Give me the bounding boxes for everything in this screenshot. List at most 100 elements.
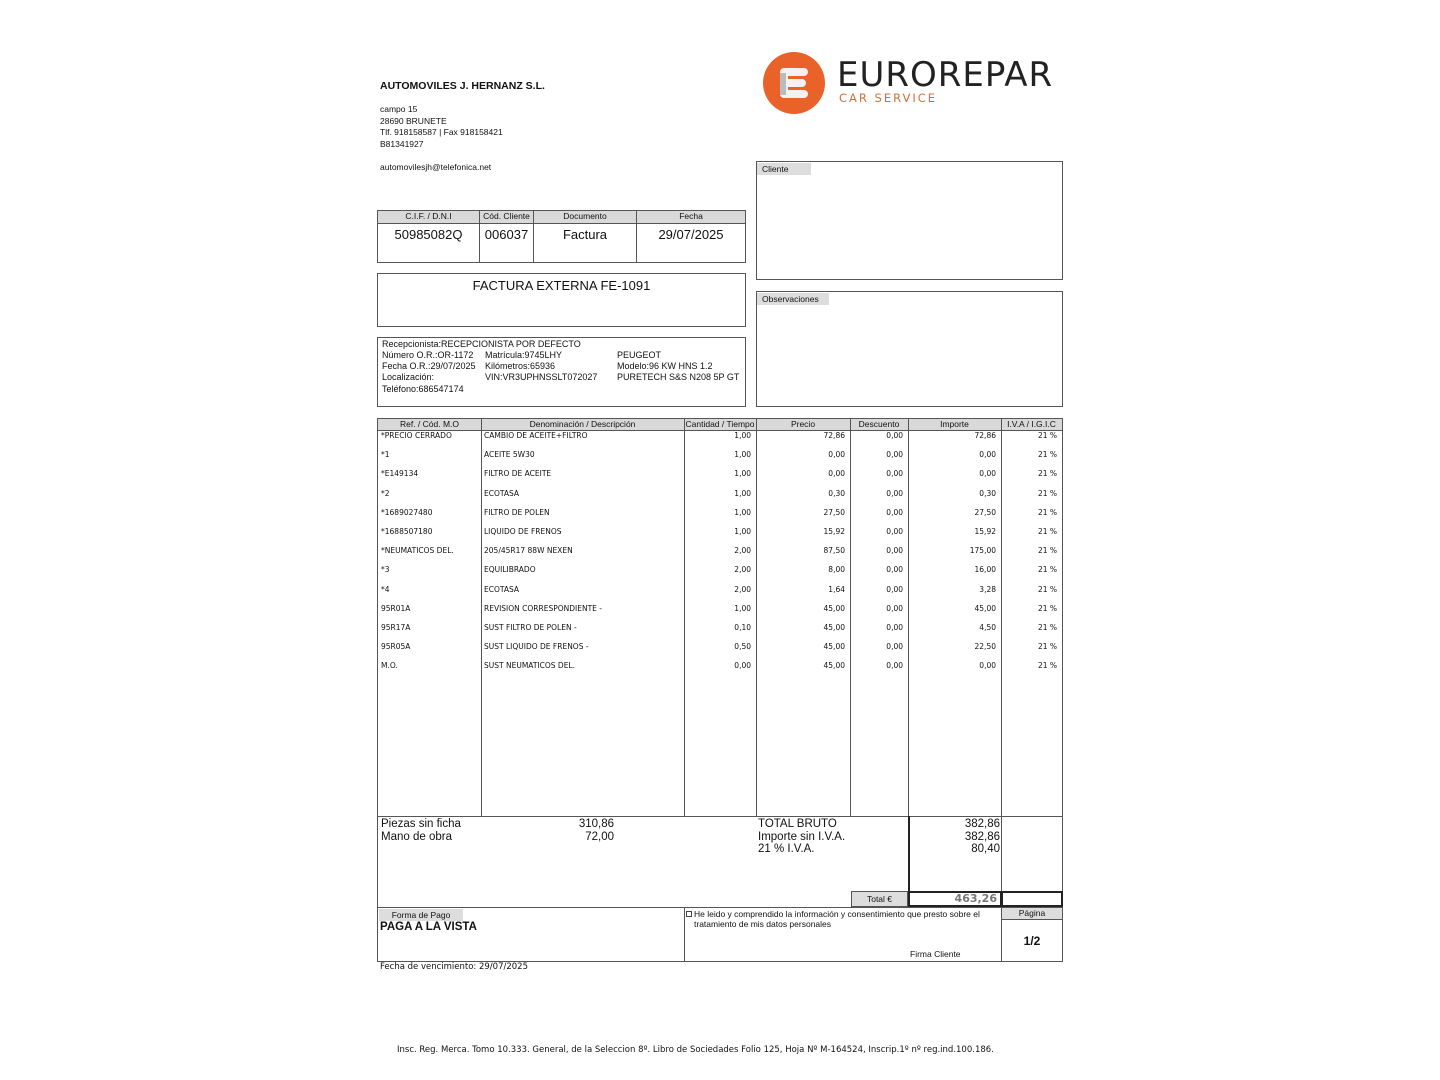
cell-amount: 0,00 [979, 450, 996, 460]
cell-discount: 0,00 [886, 450, 903, 460]
logo-brand: EUROREPAR [837, 55, 1054, 95]
cell-vat: 21 % [1037, 450, 1057, 460]
header-price: Precio [790, 419, 816, 429]
header-cod-cliente: Cód. Cliente [480, 211, 534, 223]
piezas-value: 310,86 [578, 818, 614, 830]
cell-quantity: 1,00 [734, 431, 751, 440]
cell-discount: 0,00 [886, 527, 903, 536]
cell-price: 45,00 [823, 642, 845, 652]
cell-discount: 0,00 [886, 661, 903, 671]
cell-ref: *1 [381, 450, 390, 460]
receptionist: Recepcionista:RECEPCIONISTA POR DEFECTO [382, 339, 581, 349]
company-email: automovilesjh@telefonica.net [380, 162, 492, 172]
documento-value: Factura [534, 224, 637, 262]
location: Localización: [382, 372, 435, 383]
cell-description: 205/45R17 88W NEXEN [484, 546, 573, 556]
cell-ref: *1689027480 [381, 507, 433, 517]
summary-left-values: 310,86 72,00 [540, 818, 614, 843]
observaciones-box: Observaciones [756, 291, 1063, 407]
cell-ref: *4 [381, 584, 390, 594]
page-label: Página [1002, 908, 1062, 920]
cell-discount: 0,00 [886, 507, 903, 517]
phone: Teléfono:686547174 [382, 383, 464, 394]
sin-iva-value: 382,86 [964, 830, 1000, 843]
cell-description: SUST FILTRO DE POLEN - [484, 623, 577, 632]
consent-checkbox[interactable] [686, 911, 692, 917]
cell-ref: *1688507180 [381, 527, 433, 536]
column-divider [756, 418, 757, 816]
iva-label: 21 % I.V.A. [758, 843, 815, 855]
vin: VIN:VR3UPHNSSLT072027 [485, 372, 598, 383]
cell-vat: 21 % [1037, 603, 1057, 613]
cell-price: 87,50 [823, 546, 845, 556]
column-divider [908, 418, 909, 816]
cell-quantity: 1,00 [734, 507, 751, 517]
cell-vat: 21 % [1037, 565, 1057, 575]
header-fecha: Fecha [679, 211, 703, 221]
cell-quantity: 1,00 [734, 469, 751, 479]
vehicle-col2: Matrícula:9745LHY Kilómetros:65936 VIN:V… [485, 350, 597, 384]
address-line: B81341927 [380, 138, 424, 149]
logo-e-icon [763, 52, 825, 114]
address-line: Tlf. 918158587 | Fax 918158421 [380, 127, 503, 137]
cell-quantity: 0,10 [734, 623, 751, 632]
cell-ref: M.O. [381, 661, 398, 671]
cell-vat: 21 % [1037, 527, 1057, 536]
cell-discount: 0,00 [886, 565, 903, 575]
cell-amount: 72,86 [974, 431, 996, 440]
cell-vat: 21 % [1037, 642, 1057, 652]
document-info-table: C.I.F. / D.N.I Cód. Cliente Documento Fe… [377, 210, 746, 263]
cell-description: SUST NEUMATICOS DEL. [484, 661, 575, 671]
header-cif: C.I.F. / D.N.I [378, 211, 480, 223]
vehicle-info-box: Recepcionista:RECEPCIONISTA POR DEFECTO … [377, 337, 746, 407]
summary-right-labels: TOTAL BRUTO Importe sin I.V.A. 21 % I.V.… [758, 818, 845, 856]
invoice-title: FACTURA EXTERNA FE-1091 [472, 278, 651, 293]
cell-vat: 21 % [1037, 623, 1057, 632]
logo-tagline: CAR SERVICE [839, 91, 938, 105]
address-line: campo 15 [380, 104, 418, 114]
cell-ref: 95R01A [381, 603, 411, 613]
cell-price: 45,00 [823, 661, 845, 671]
column-divider [481, 418, 482, 816]
model-detail: PURETECH S&S N208 5P GT [617, 372, 740, 383]
cell-amount: 4,50 [979, 623, 996, 632]
cell-discount: 0,00 [886, 469, 903, 479]
sin-iva-label: Importe sin I.V.A. [758, 830, 846, 843]
cell-description: ACEITE 5W30 [484, 450, 535, 460]
cell-price: 45,00 [823, 603, 845, 613]
mano-label: Mano de obra [381, 830, 452, 843]
bottom-box [377, 907, 1063, 962]
cell-discount: 0,00 [886, 642, 903, 652]
cell-price: 0,00 [828, 469, 845, 479]
cell-amount: 16,00 [974, 565, 996, 575]
company-name: AUTOMOVILES J. HERNANZ S.L. [380, 80, 545, 92]
payment-label: Forma de Pago [379, 909, 463, 921]
header-amount: Importe [940, 419, 969, 429]
cell-amount: 3,28 [979, 584, 996, 594]
header-discount: Descuento [858, 419, 900, 429]
cell-quantity: 1,00 [734, 450, 751, 460]
cell-price: 15,92 [823, 527, 845, 536]
cell-ref: *NEUMATICOS DEL. [381, 546, 454, 556]
cliente-label: Cliente [757, 163, 811, 175]
cell-price: 8,00 [828, 565, 845, 575]
cell-quantity: 1,00 [734, 488, 751, 498]
cell-description: ECOTASA [484, 584, 520, 594]
cell-description: FILTRO DE POLEN [484, 507, 550, 517]
cell-discount: 0,00 [886, 623, 903, 632]
cell-ref: *E149134 [381, 469, 419, 479]
header-description: Denominación / Descripción [529, 419, 636, 429]
cell-amount: 45,00 [974, 603, 996, 613]
iva-value: 80,40 [971, 843, 1000, 855]
mileage: Kilómetros:65936 [485, 361, 556, 372]
cell-price: 0,30 [828, 488, 845, 498]
column-divider [850, 418, 851, 816]
cell-description: REVISION CORRESPONDIENTE - [484, 603, 603, 613]
cif-value: 50985082Q [378, 224, 480, 262]
total-extra-cell [1001, 891, 1063, 907]
summary-right-values: 382,86 382,86 80,40 [910, 818, 1000, 856]
cell-amount: 22,50 [974, 642, 996, 652]
cell-vat: 21 % [1037, 431, 1057, 440]
cell-description: ECOTASA [484, 488, 520, 498]
cell-discount: 0,00 [886, 431, 903, 440]
